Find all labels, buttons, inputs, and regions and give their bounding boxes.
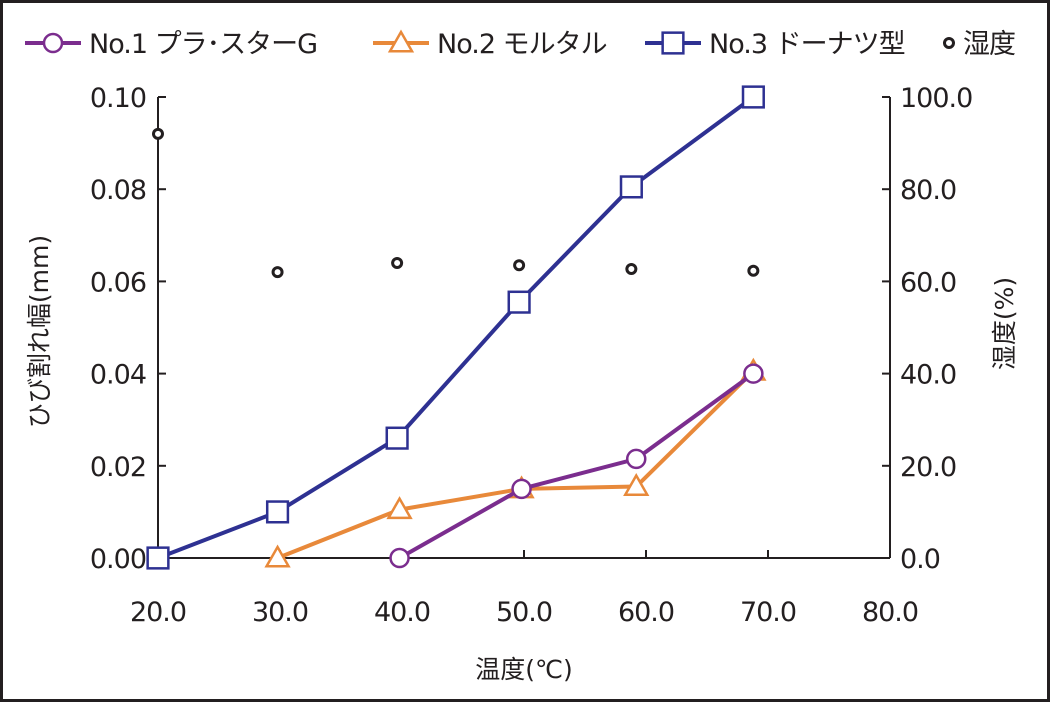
x-tick-label: 40.0 <box>374 597 430 628</box>
data-point <box>264 544 291 568</box>
legend-label: No.3 ドーナツ型 <box>709 29 905 60</box>
series-3 <box>146 85 765 570</box>
series-line <box>276 369 755 560</box>
legend-marker <box>387 29 415 53</box>
line-chart: No.1 プラ･スターG No.2 モルタル No.3 ドーナツ型 湿度 20.0 30… <box>25 29 1019 684</box>
legend-item: No.1 プラ･スターG <box>25 29 318 60</box>
y-tick-label: 0.00 <box>90 544 146 575</box>
series-4 <box>152 127 760 279</box>
axes: 20.0 30.0 40.0 50.0 60.0 70.0 80.00.000.020.04… <box>90 83 973 628</box>
x-tick-label: 70.0 <box>740 597 796 628</box>
y-tick-label: 0.02 <box>90 452 146 483</box>
y2-tick-label: 80.0 <box>900 175 956 206</box>
y-axis-title: ひび割れ幅(mm) <box>25 235 54 428</box>
x-tick-label: 60.0 <box>618 597 674 628</box>
legend-label: 湿度 <box>963 29 1015 60</box>
data-point <box>511 478 532 500</box>
x-tick-label: 80.0 <box>862 597 918 628</box>
y2-tick-label: 100.0 <box>900 83 972 114</box>
y2-tick-label: 20.0 <box>900 452 956 483</box>
legend-marker <box>943 37 955 49</box>
x-axis-title: 温度(℃) <box>475 655 573 684</box>
y2-tick-label: 0.0 <box>900 544 940 575</box>
series-2 <box>264 357 767 568</box>
y-tick-label: 0.04 <box>90 360 146 391</box>
data-point <box>623 473 650 497</box>
data-point <box>747 264 760 277</box>
data-point <box>265 500 290 524</box>
data-point <box>271 266 284 279</box>
legend-marker <box>42 32 64 54</box>
legend-marker <box>661 31 685 55</box>
legend-label: No.1 プラ･スターG <box>89 29 317 60</box>
legend-label: No.2 モルタル <box>437 29 607 60</box>
legend-item: 湿度 <box>943 29 1016 60</box>
legend: No.1 プラ･スターG No.2 モルタル No.3 ドーナツ型 湿度 <box>25 29 1016 60</box>
y2-tick-label: 60.0 <box>900 267 956 298</box>
y-tick-label: 0.08 <box>90 175 146 206</box>
data-point <box>386 496 413 520</box>
data-point <box>146 546 170 570</box>
x-tick-label: 20.0 <box>130 597 186 628</box>
data-point <box>391 256 404 269</box>
legend-item: No.3 ドーナツ型 <box>645 29 906 60</box>
data-point <box>741 85 765 109</box>
y2-axis-title: 湿度(%) <box>990 277 1019 370</box>
y-tick-label: 0.06 <box>90 267 146 298</box>
data-point <box>625 448 647 470</box>
data-point <box>513 259 526 272</box>
x-tick-label: 30.0 <box>252 597 308 628</box>
data-point <box>385 426 409 450</box>
data-point <box>152 127 164 140</box>
series-1 <box>389 363 764 569</box>
series-line <box>157 95 755 560</box>
data-point <box>625 262 638 275</box>
data-point <box>507 290 531 314</box>
data-point <box>389 547 410 569</box>
series-layer <box>146 85 767 570</box>
legend-item: No.2 モルタル <box>373 29 608 60</box>
y-tick-label: 0.10 <box>90 83 146 114</box>
series-line <box>398 371 755 560</box>
x-tick-label: 50.0 <box>496 597 552 628</box>
y2-tick-label: 40.0 <box>900 360 956 391</box>
data-point <box>619 175 643 199</box>
data-point <box>743 363 764 384</box>
